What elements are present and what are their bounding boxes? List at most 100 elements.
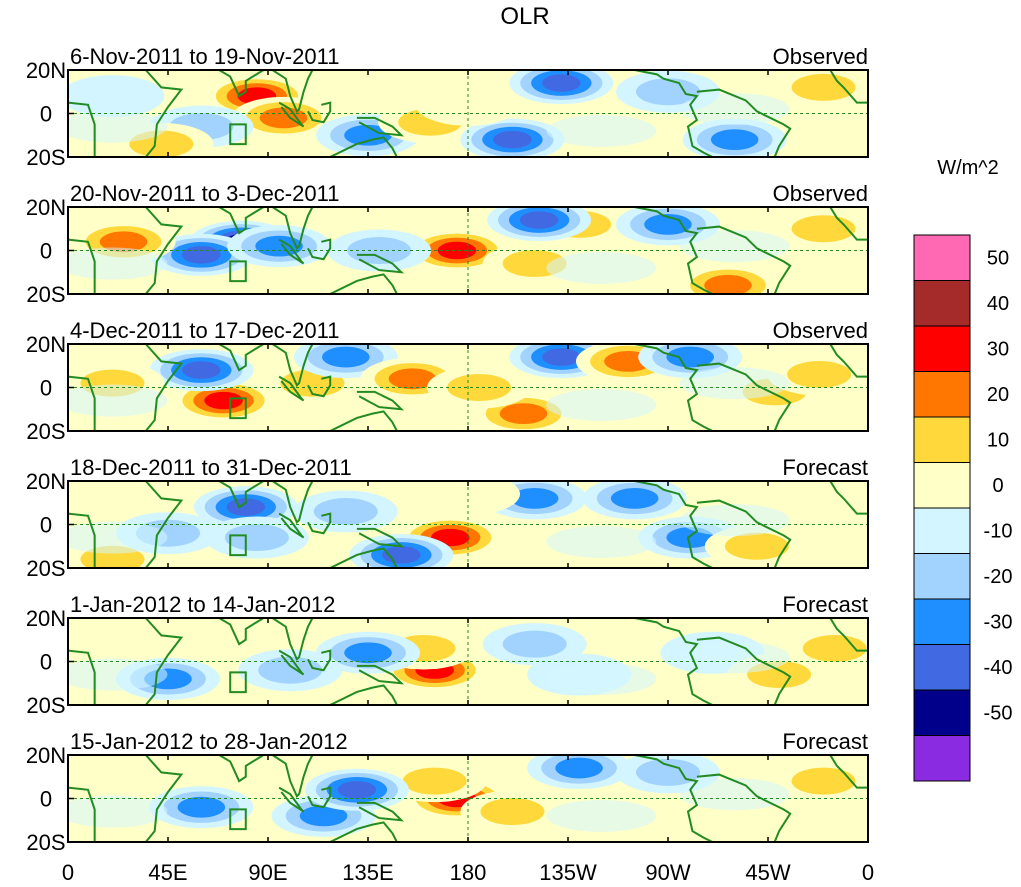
colorbar-swatch xyxy=(913,371,971,418)
coastline xyxy=(218,207,265,235)
coastline xyxy=(829,481,868,515)
coastline xyxy=(634,344,713,431)
panel-date-range: 15-Jan-2012 to 28-Jan-2012 xyxy=(70,729,348,754)
anomaly-contour xyxy=(724,532,789,560)
anomaly-contour xyxy=(402,767,467,795)
coastline xyxy=(68,344,184,431)
panel-date-range: 6-Nov-2011 to 19-Nov-2011 xyxy=(70,44,339,69)
anomaly-contour xyxy=(437,241,477,260)
colorbar-label: 30 xyxy=(987,339,1009,361)
colorbar-swatch xyxy=(913,280,971,327)
y-tick-label: 0 xyxy=(40,239,52,264)
anomaly-contour xyxy=(322,346,370,368)
anomaly-contour xyxy=(546,114,657,147)
colorbar-label: -50 xyxy=(984,703,1013,725)
anomaly-contour xyxy=(337,781,377,799)
map-panel: 20N 0 20S 4-Dec-2011 to 17-Dec-2011 Observed xyxy=(26,318,869,444)
anomaly-contour xyxy=(644,213,692,235)
colorbar-units-label: W/m^2 xyxy=(937,157,999,179)
anomaly-contour xyxy=(258,656,323,684)
coastline xyxy=(307,786,332,809)
coastline xyxy=(278,238,305,265)
coastline xyxy=(218,344,265,372)
coastline xyxy=(634,70,713,157)
anomaly-contour xyxy=(679,367,790,400)
anomaly-contour xyxy=(182,246,221,264)
anomaly-contour xyxy=(802,634,867,662)
coastline xyxy=(278,649,305,676)
anomaly-contour xyxy=(255,235,303,257)
anomaly-contour xyxy=(546,388,657,421)
anomaly-contour xyxy=(546,251,657,284)
coastline xyxy=(696,225,792,294)
panel-status: Forecast xyxy=(782,592,868,617)
coastline xyxy=(356,390,405,411)
colorbar-label: -40 xyxy=(984,657,1013,679)
anomaly-contour xyxy=(791,73,856,101)
x-tick-label: 135E xyxy=(342,860,393,885)
anomaly-contour xyxy=(299,805,348,827)
index-box xyxy=(229,808,247,831)
index-box xyxy=(229,671,247,694)
coastline xyxy=(218,755,265,783)
coastline xyxy=(319,684,398,705)
colorbar-label: -10 xyxy=(984,521,1013,543)
anomaly-field xyxy=(68,481,868,568)
colorbar-label: 50 xyxy=(987,248,1009,270)
coastline xyxy=(278,375,305,402)
colorbar-swatch xyxy=(913,689,971,736)
anomaly-contour xyxy=(99,231,148,253)
coastline xyxy=(278,512,305,539)
anomaly-contour xyxy=(68,795,168,828)
coastline xyxy=(319,410,398,431)
anomaly-contour xyxy=(313,497,378,525)
anomaly-contour xyxy=(259,107,308,129)
y-tick-label: 0 xyxy=(40,102,52,127)
anomaly-contour xyxy=(555,757,603,779)
coastline xyxy=(356,116,405,137)
anomaly-contour xyxy=(710,129,759,151)
panel-status: Forecast xyxy=(782,729,868,754)
y-tick-label: 20S xyxy=(26,693,65,718)
y-tick-label: 20S xyxy=(26,145,65,170)
coastline xyxy=(356,664,405,685)
anomaly-contour xyxy=(636,758,700,786)
coastline xyxy=(829,207,868,241)
anomaly-contour xyxy=(499,403,548,425)
anomaly-field xyxy=(68,207,868,294)
coastline xyxy=(307,101,332,124)
coastline xyxy=(696,636,792,705)
coastline xyxy=(829,70,868,104)
panel-status: Observed xyxy=(773,44,868,69)
colorbar-swatch xyxy=(913,325,971,372)
coastline xyxy=(634,207,713,294)
y-tick-label: 20N xyxy=(26,195,66,220)
index-box xyxy=(229,534,247,557)
y-tick-label: 20N xyxy=(26,606,66,631)
coastline xyxy=(68,481,184,568)
y-tick-label: 20N xyxy=(26,469,66,494)
anomaly-contour xyxy=(610,487,659,509)
anomaly-contour xyxy=(679,230,790,263)
y-tick-label: 20N xyxy=(26,743,66,768)
colorbar-swatch xyxy=(913,553,971,600)
colorbar-swatch xyxy=(913,598,971,645)
coastline xyxy=(307,512,332,535)
x-tick-label: 0 xyxy=(862,860,874,885)
coastline xyxy=(829,618,868,652)
map-panel: 20N 0 20S 18-Dec-2011 to 31-Dec-2011 Forecas… xyxy=(26,455,869,581)
coastline xyxy=(271,755,314,799)
coastline xyxy=(278,786,305,813)
anomaly-contour xyxy=(502,630,567,658)
panel-date-range: 20-Nov-2011 to 3-Dec-2011 xyxy=(70,181,339,206)
x-axis: 0 45E 90E 135E 180 135W 90W 45W 0 xyxy=(62,860,874,885)
coastline xyxy=(634,481,713,568)
anomaly-contour xyxy=(68,75,165,118)
x-tick-label: 45W xyxy=(745,860,790,885)
map-panel: 20N 0 20S 15-Jan-2012 to 28-Jan-2012 Forecas… xyxy=(26,729,869,855)
colorbar-swatch xyxy=(913,462,971,509)
y-tick-label: 0 xyxy=(40,376,52,401)
index-box xyxy=(229,123,247,146)
coastline xyxy=(319,547,398,568)
